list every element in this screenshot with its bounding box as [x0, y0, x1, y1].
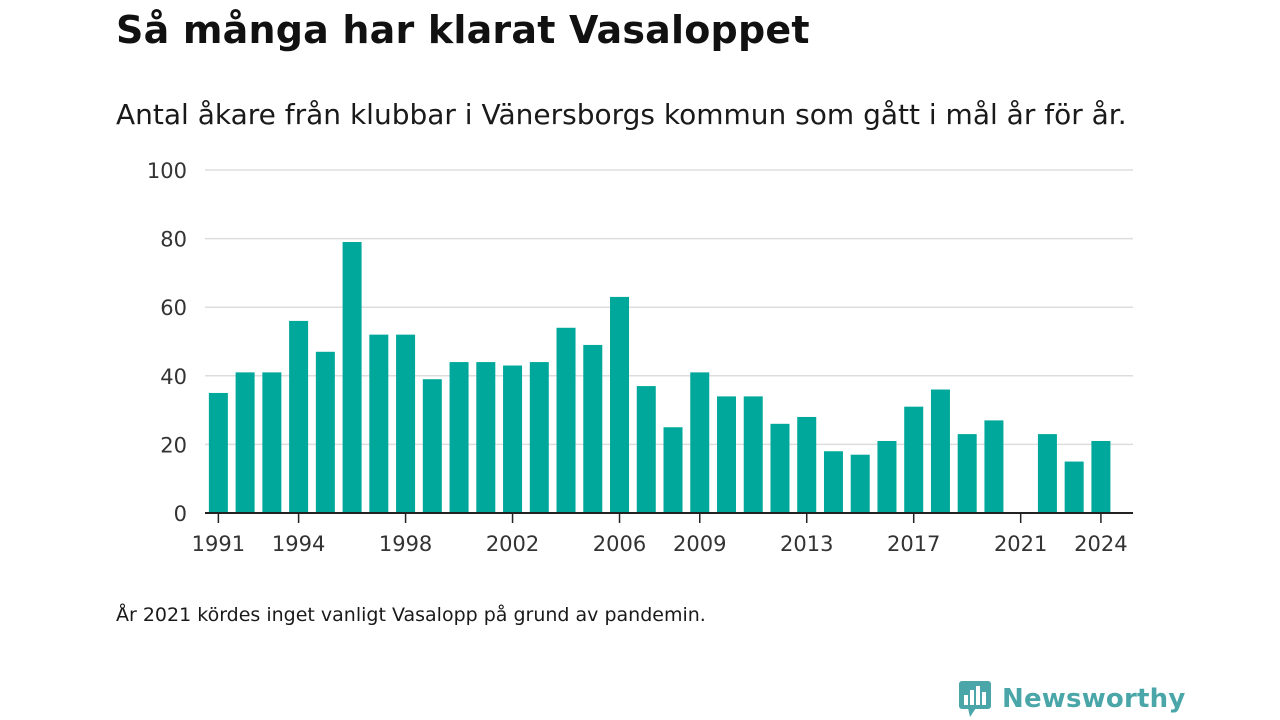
x-tick-label-2024: 2024 [1074, 532, 1127, 556]
x-tick-label-2009: 2009 [673, 532, 726, 556]
x-axis-labels: 1991 1994 1998 2002 2006 2009 2013 2017 2021 2024 [192, 532, 1128, 556]
bar-2017 [904, 406, 924, 513]
bar-2019 [957, 434, 977, 513]
bar-1992 [235, 372, 255, 513]
bars [208, 242, 1111, 513]
bar-1994 [289, 320, 309, 513]
x-tick-label-1994: 1994 [272, 532, 325, 556]
x-tick-label-1998: 1998 [379, 532, 432, 556]
footnote: År 2021 kördes inget vanligt Vasalopp på… [116, 604, 706, 626]
y-tick-label-0: 0 [174, 502, 187, 526]
bar-2000 [449, 362, 469, 513]
x-tick-label-2021: 2021 [994, 532, 1047, 556]
x-tick-label-1991: 1991 [192, 532, 245, 556]
bar-2020 [984, 420, 1004, 513]
bar-1993 [262, 372, 282, 513]
bar-2015 [850, 454, 870, 513]
bar-2002 [503, 365, 523, 513]
bar-1991 [208, 392, 228, 513]
y-tick-label-60: 60 [160, 296, 187, 320]
bar-2016 [877, 440, 897, 513]
bar-2005 [583, 344, 603, 513]
bar-1997 [369, 334, 389, 513]
x-tick-label-2013: 2013 [780, 532, 833, 556]
y-tick-label-80: 80 [160, 228, 187, 252]
bar-2013 [797, 416, 817, 513]
x-tick-label-2017: 2017 [887, 532, 940, 556]
bar-2023 [1064, 461, 1084, 513]
bar-2014 [823, 451, 843, 513]
bar-2007 [636, 386, 656, 513]
bar-2001 [476, 362, 496, 513]
bar-2006 [610, 296, 630, 513]
x-tick-label-2006: 2006 [593, 532, 646, 556]
bar-2004 [556, 327, 576, 513]
bar-2008 [663, 427, 683, 513]
newsworthy-logo-icon [959, 681, 991, 717]
brand-name: Newsworthy [1002, 684, 1186, 714]
bar-2024 [1091, 440, 1111, 513]
chart-title: Så många har klarat Vasaloppet [116, 8, 810, 52]
bar-1995 [315, 351, 335, 513]
bar-2010 [716, 396, 736, 513]
bar-2009 [690, 372, 710, 513]
x-axis-ticks [217, 513, 1102, 523]
bar-2018 [930, 389, 950, 513]
chart-subtitle: Antal åkare från klubbar i Vänersborgs k… [116, 98, 1127, 131]
bar-1999 [422, 379, 442, 513]
x-tick-label-2002: 2002 [486, 532, 539, 556]
y-tick-label-100: 100 [147, 159, 187, 183]
bar-2012 [770, 423, 790, 513]
bar-2003 [529, 362, 549, 513]
y-tick-label-20: 20 [160, 433, 187, 457]
y-axis-labels: 0 20 40 60 80 100 [147, 159, 187, 526]
bar-1998 [396, 334, 416, 513]
y-tick-label-40: 40 [160, 365, 187, 389]
bar-1996 [342, 242, 362, 513]
bar-2011 [743, 396, 763, 513]
bar-2022 [1037, 434, 1057, 513]
brand-logo[interactable]: Newsworthy [958, 680, 1185, 718]
